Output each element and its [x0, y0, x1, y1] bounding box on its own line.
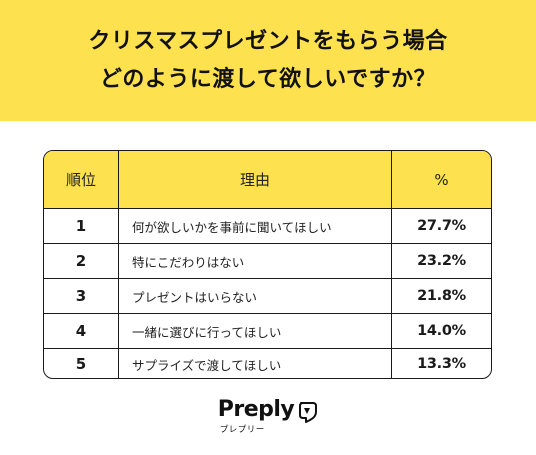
table-row: 5 サプライズで渡してほしい 13.3%: [44, 349, 491, 378]
row-divider: [44, 278, 491, 279]
table-row: 2 特にこだわりはない 23.2%: [44, 244, 491, 278]
rank-cell: 5: [44, 349, 119, 378]
reason-cell: 特にこだわりはない: [119, 244, 392, 278]
table-row: 4 一緒に選びに行ってほしい 14.0%: [44, 314, 491, 348]
reason-cell: サプライズで渡してほしい: [119, 349, 392, 378]
title-line-2: どのように渡して欲しいですか？: [99, 66, 437, 92]
row-divider: [44, 348, 491, 349]
reason-cell: 一緒に選びに行ってほしい: [119, 314, 392, 348]
title-line-1: クリスマスプレゼントをもらう場合: [88, 28, 448, 54]
logo-wordmark: Preply: [217, 397, 295, 422]
rank-cell: 2: [44, 244, 119, 278]
ranking-table: 順位 理由 % 1 何が欲しいかを事前に聞いてほしい 27.7% 2 特にこだわ…: [43, 150, 492, 379]
column-header-percent: %: [434, 170, 449, 189]
table-row: 1 何が欲しいかを事前に聞いてほしい 27.7%: [44, 209, 491, 243]
rank-cell: 4: [44, 314, 119, 348]
row-divider: [44, 208, 491, 209]
reason-cell: プレゼントはいらない: [119, 279, 392, 313]
percent-cell: 23.2%: [417, 253, 466, 269]
column-header-rank: 順位: [44, 151, 119, 208]
percent-cell: 21.8%: [417, 288, 466, 304]
percent-cell: 13.3%: [417, 356, 466, 372]
preply-logo: Preply プレプリー: [0, 398, 536, 438]
column-header-reason: 理由: [119, 151, 392, 208]
percent-cell: 14.0%: [417, 323, 466, 339]
logo-kana: プレプリー: [219, 425, 265, 435]
table-row: 3 プレゼントはいらない 21.8%: [44, 279, 491, 313]
table-header-row: 順位 理由 %: [44, 151, 491, 208]
row-divider: [44, 243, 491, 244]
percent-cell: 27.7%: [417, 218, 466, 234]
row-divider: [44, 313, 491, 314]
rank-cell: 3: [44, 279, 119, 313]
rank-cell: 1: [44, 209, 119, 243]
preply-heart-icon: [299, 402, 318, 423]
title-banner: クリスマスプレゼントをもらう場合 どのように渡して欲しいですか？: [0, 0, 536, 121]
reason-cell: 何が欲しいかを事前に聞いてほしい: [119, 209, 392, 243]
